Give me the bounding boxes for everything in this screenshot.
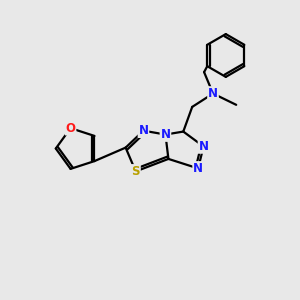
Text: N: N xyxy=(160,128,170,141)
Text: S: S xyxy=(131,165,140,178)
Text: N: N xyxy=(208,87,218,100)
Text: N: N xyxy=(139,124,148,137)
Text: N: N xyxy=(199,140,208,153)
Text: N: N xyxy=(193,162,203,175)
Text: O: O xyxy=(66,122,76,135)
